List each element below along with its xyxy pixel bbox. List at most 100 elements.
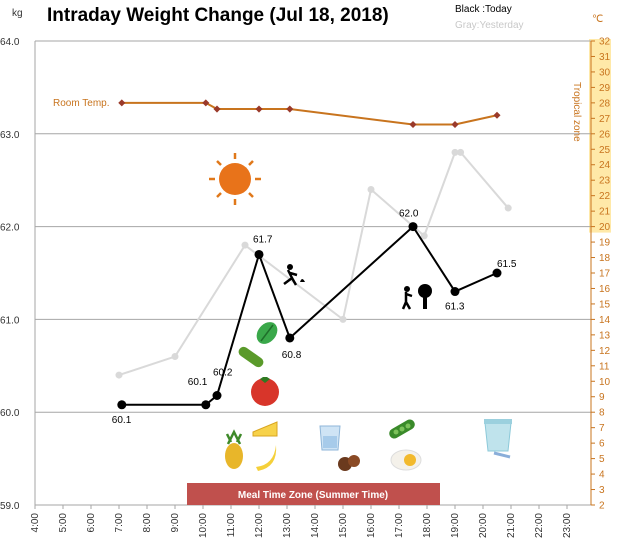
x-tick-label: 21:00 (506, 513, 517, 538)
y2-tick-label: 5 (599, 454, 605, 465)
legend-today: Black :Today (455, 4, 512, 15)
data-label-today: 61.5 (497, 259, 517, 270)
x-tick-label: 4:00 (30, 513, 41, 533)
point-yesterday (420, 232, 428, 240)
y2-tick-label: 26 (599, 129, 611, 140)
point-room-temp (409, 120, 417, 129)
right-axis-ticks: 3231302928272625242322212019181716151413… (591, 37, 611, 512)
point-room-temp (255, 105, 263, 113)
banana-icon (256, 445, 277, 471)
y2-tick-label: 10 (599, 377, 611, 388)
point-room-temp (213, 105, 221, 113)
x-tick-label: 18:00 (422, 513, 433, 538)
point-yesterday (457, 148, 465, 156)
point-yesterday (241, 241, 249, 249)
y2-tick-label: 12 (599, 346, 611, 357)
y2-tick-label: 19 (599, 238, 611, 249)
cheese-icon (252, 421, 278, 437)
fried-egg-icon (390, 449, 422, 471)
point-yesterday (115, 371, 123, 379)
x-tick-label: 23:00 (562, 513, 573, 538)
pineapple-icon (225, 429, 243, 469)
x-tick-label: 22:00 (534, 513, 545, 538)
x-tick-label: 9:00 (170, 513, 181, 533)
point-yesterday (451, 148, 459, 156)
left-axis-ticks: 64.0 63.0 62.0 61.0 60.0 59.0 (0, 37, 20, 512)
point-today (450, 287, 460, 297)
y2-tick-label: 7 (599, 423, 605, 434)
y2-tick-label: 13 (599, 330, 611, 341)
y-tick-label: 59.0 (0, 501, 20, 512)
x-tick-label: 20:00 (478, 513, 489, 538)
point-room-temp (286, 105, 294, 113)
data-label-today: 60.2 (213, 367, 233, 378)
y2-tick-label: 2 (599, 501, 605, 512)
room-temp-label: Room Temp. (53, 98, 110, 109)
y2-tick-label: 6 (599, 439, 605, 450)
y2-tick-label: 18 (599, 253, 611, 264)
y-tick-label: 62.0 (0, 223, 20, 234)
x-tick-label: 6:00 (86, 513, 97, 533)
y2-tick-label: 29 (599, 83, 611, 94)
point-yesterday (367, 185, 375, 193)
point-room-temp (451, 120, 459, 129)
y2-tick-label: 9 (599, 392, 605, 403)
y2-tick-label: 30 (599, 67, 611, 78)
point-room-temp (202, 99, 210, 107)
y2-tick-label: 3 (599, 485, 605, 496)
chocolate-icon (338, 455, 360, 471)
point-today (285, 333, 295, 343)
data-label-today: 60.8 (282, 350, 302, 361)
y2-unit-label: ℃ (592, 14, 603, 25)
tropical-zone-label: Tropical zone (571, 82, 582, 142)
meal-zone-bar (187, 483, 440, 505)
y2-tick-label: 4 (599, 470, 605, 481)
x-tick-label: 7:00 (114, 513, 125, 533)
point-today (117, 400, 127, 410)
y2-tick-label: 14 (599, 315, 611, 326)
gardening-icon (283, 264, 305, 286)
x-tick-label: 17:00 (394, 513, 405, 538)
data-label-today: 61.3 (445, 302, 465, 313)
point-room-temp (493, 111, 501, 119)
edamame-icon (389, 419, 415, 439)
y2-tick-label: 32 (599, 37, 611, 48)
x-tick-label: 11:00 (226, 513, 237, 538)
cucumber-icon (238, 346, 264, 368)
x-axis-ticks: 4:00 5:00 6:00 7:00 8:00 9:00 10:00 11:00 12:00 1… (30, 505, 573, 538)
data-label-today: 62.0 (399, 209, 419, 220)
x-tick-label: 19:00 (450, 513, 461, 538)
y2-tick-label: 11 (599, 361, 610, 372)
data-labels: 60.1 60.1 60.2 61.7 60.8 62.0 61.3 61.5 (112, 209, 517, 426)
point-today (408, 222, 418, 232)
point-today (201, 400, 211, 410)
y2-tick-label: 15 (599, 299, 611, 310)
x-tick-label: 8:00 (142, 513, 153, 533)
series-line-today (121, 225, 498, 406)
x-tick-label: 15:00 (338, 513, 349, 538)
point-today (212, 390, 222, 400)
data-label-today: 60.1 (188, 377, 208, 388)
y2-tick-label: 31 (599, 52, 611, 63)
y2-tick-label: 17 (599, 269, 611, 280)
x-tick-label: 10:00 (198, 513, 209, 538)
grid-lines (34, 40, 592, 506)
y-tick-label: 64.0 (0, 37, 20, 48)
y2-tick-label: 20 (599, 222, 611, 233)
x-tick-label: 12:00 (254, 513, 265, 538)
y-tick-label: 60.0 (0, 408, 20, 419)
series-line-yesterday (118, 151, 509, 377)
sun-icon (209, 153, 261, 205)
y-unit-label: kg (12, 8, 23, 19)
y-tick-label: 61.0 (0, 315, 20, 326)
series-layer (115, 99, 512, 410)
legend-yesterday: Gray:Yesterday (455, 20, 524, 31)
y2-tick-label: 21 (599, 207, 611, 218)
series-line-room-temp (121, 101, 498, 126)
y2-tick-label: 28 (599, 98, 611, 109)
y2-tick-label: 16 (599, 284, 611, 295)
water-glass-icon (319, 425, 341, 451)
x-tick-label: 14:00 (310, 513, 321, 538)
y2-tick-label: 23 (599, 176, 611, 187)
